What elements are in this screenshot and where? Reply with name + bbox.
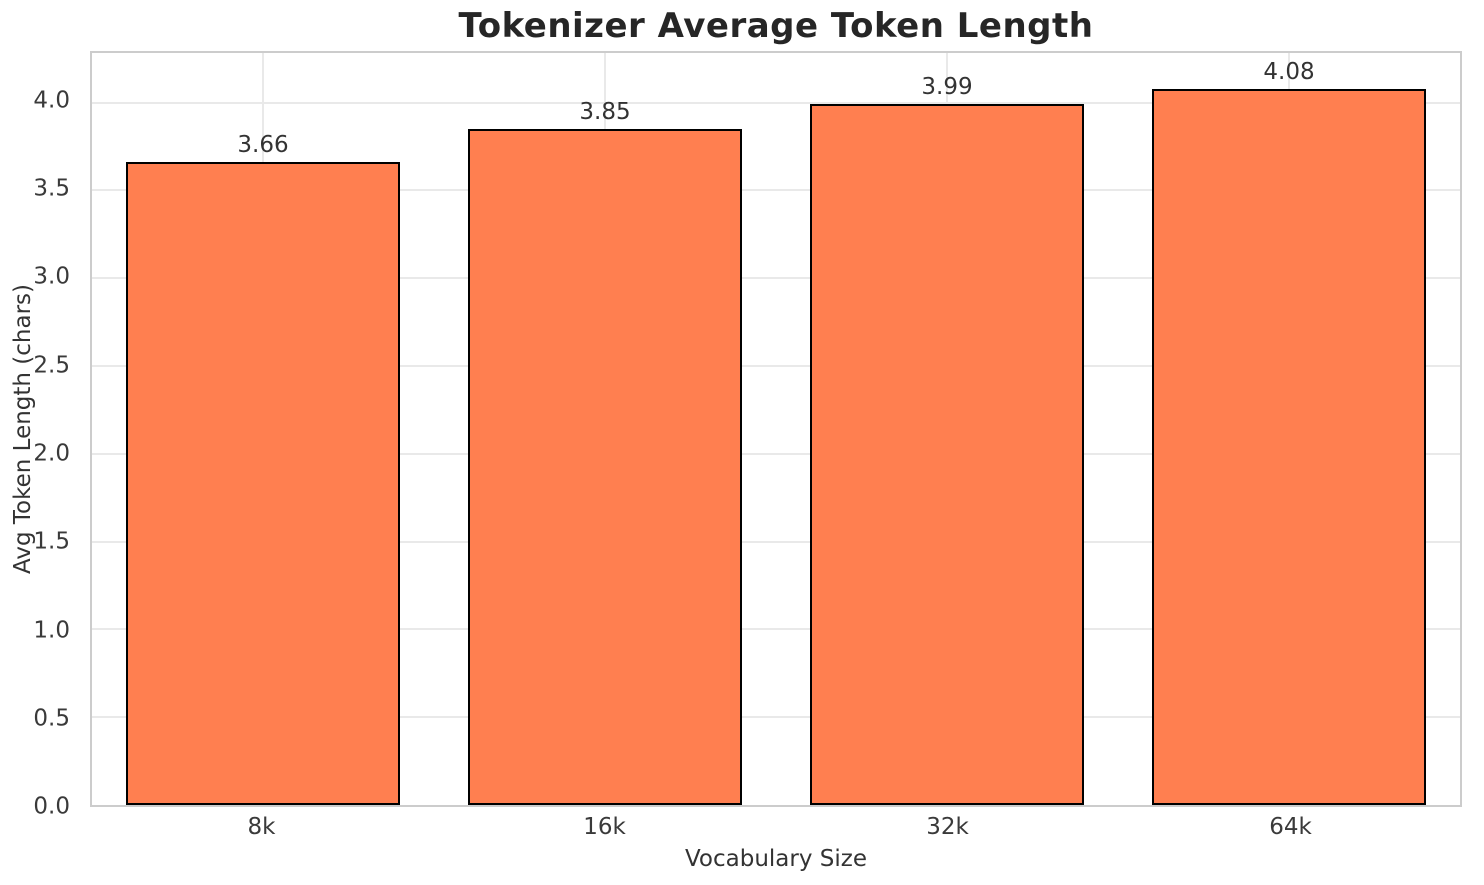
y-tick-label: 3.5: [33, 175, 70, 202]
y-tick-label: 0.5: [33, 705, 70, 732]
y-tick-label: 1.0: [33, 617, 70, 643]
y-axis-ticks: 0.0 0.5 1.0 1.5 2.0 2.5 3.0 3.5 4.0: [0, 51, 82, 818]
plot-area: 3.66 3.85 3.99 4.08: [90, 51, 1462, 807]
bar-value-label: 3.66: [237, 132, 289, 159]
bar-64k: [1152, 88, 1426, 805]
x-tick-label-64k: 64k: [1269, 814, 1312, 840]
bar-group-32k: 3.99: [776, 53, 1118, 805]
y-tick-label: 1.5: [33, 528, 70, 555]
y-tick-label: 3.0: [33, 263, 70, 290]
bar-8k: [126, 162, 400, 805]
x-tick-label-32k: 32k: [926, 814, 969, 840]
x-tick-label-16k: 16k: [583, 814, 626, 840]
bar-value-label: 3.99: [921, 74, 973, 101]
y-tick-label: 0.0: [33, 793, 70, 820]
x-tick-label-8k: 8k: [247, 814, 276, 840]
chart-title: Tokenizer Average Token Length: [458, 6, 1094, 46]
bar-16k: [468, 129, 742, 805]
x-axis-label: Vocabulary Size: [684, 846, 867, 872]
bar-group-16k: 3.85: [434, 53, 776, 805]
bar-value-label: 3.85: [579, 99, 631, 126]
bar-value-label: 4.08: [1263, 58, 1315, 85]
bar-group-8k: 3.66: [92, 53, 434, 805]
bar-group-64k: 4.08: [1118, 53, 1460, 805]
bar-32k: [810, 104, 1084, 805]
y-tick-label: 4.0: [33, 87, 70, 114]
x-axis-ticks: 8k 16k 32k 64k: [90, 814, 1462, 846]
y-tick-label: 2.0: [33, 440, 70, 467]
y-tick-label: 2.5: [33, 352, 70, 379]
